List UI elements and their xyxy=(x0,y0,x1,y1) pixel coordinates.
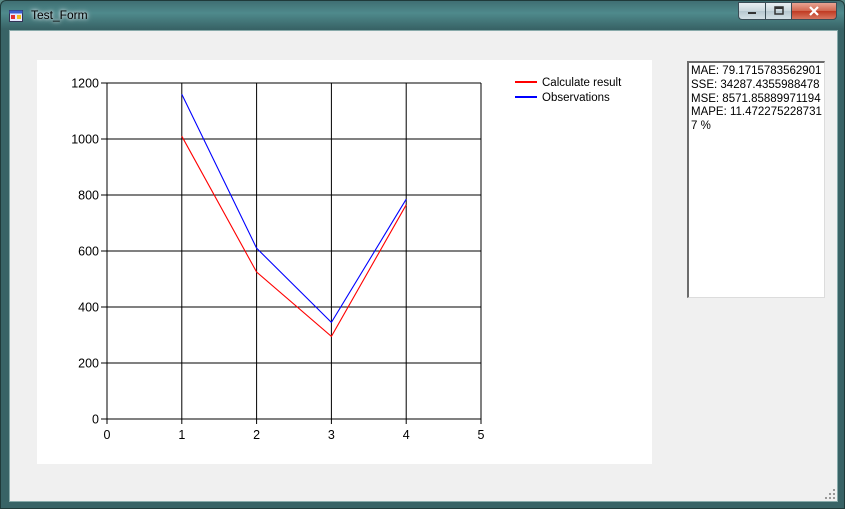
form-client-area: 0 200 400 600 800 1000 1200 0 1 2 3 4 5 Calculate r… xyxy=(9,30,838,502)
title-bar[interactable]: Test_Form xyxy=(1,1,844,30)
chart-legend: Calculate result Observations xyxy=(515,77,622,104)
window-controls xyxy=(738,2,837,21)
mape-line: MAPE: 11.4722752287317 % xyxy=(691,106,822,133)
legend-label: Calculate result xyxy=(542,77,622,89)
x-tick-label: 0 xyxy=(104,428,111,442)
y-tick-label: 1200 xyxy=(71,77,99,91)
series-line-1 xyxy=(181,135,407,338)
chart-grid xyxy=(106,82,482,420)
minimize-icon xyxy=(748,12,756,14)
legend-label: Observations xyxy=(542,92,610,104)
y-tick-label: 200 xyxy=(78,357,99,371)
app-icon[interactable] xyxy=(9,9,23,23)
y-axis-ticks: 0 200 400 600 800 1000 1200 xyxy=(71,77,107,427)
minimize-button[interactable] xyxy=(738,2,765,20)
series-line-2 xyxy=(181,93,407,324)
y-tick-label: 800 xyxy=(78,189,99,203)
y-tick-label: 1000 xyxy=(71,133,99,147)
results-textbox[interactable]: MAE: 79.1715783562901 SSE: 34287.4355988… xyxy=(687,61,825,298)
chart-panel: 0 200 400 600 800 1000 1200 0 1 2 3 4 5 Calculate r… xyxy=(37,60,652,464)
x-tick-label: 3 xyxy=(328,428,335,442)
maximize-icon xyxy=(773,6,784,15)
close-icon xyxy=(809,6,819,16)
close-button[interactable] xyxy=(791,2,837,20)
x-axis-ticks: 0 1 2 3 4 5 xyxy=(104,419,485,442)
window-title: Test_Form xyxy=(31,8,88,22)
x-tick-label: 4 xyxy=(403,428,410,442)
y-tick-label: 400 xyxy=(78,301,99,315)
x-tick-label: 2 xyxy=(253,428,260,442)
x-tick-label: 5 xyxy=(478,428,485,442)
x-tick-label: 1 xyxy=(178,428,185,442)
resize-grip-icon[interactable] xyxy=(825,489,835,499)
y-tick-label: 0 xyxy=(92,413,99,427)
mse-line: MSE: 8571.85889971194 xyxy=(691,92,821,105)
mae-line: MAE: 79.1715783562901 xyxy=(691,65,822,77)
chart-series xyxy=(181,93,407,338)
line-chart: 0 200 400 600 800 1000 1200 0 1 2 3 4 5 Calculate r… xyxy=(71,77,622,443)
sse-line: SSE: 34287.4355988478 xyxy=(691,78,820,91)
maximize-button[interactable] xyxy=(765,2,791,20)
y-tick-label: 600 xyxy=(78,245,99,259)
